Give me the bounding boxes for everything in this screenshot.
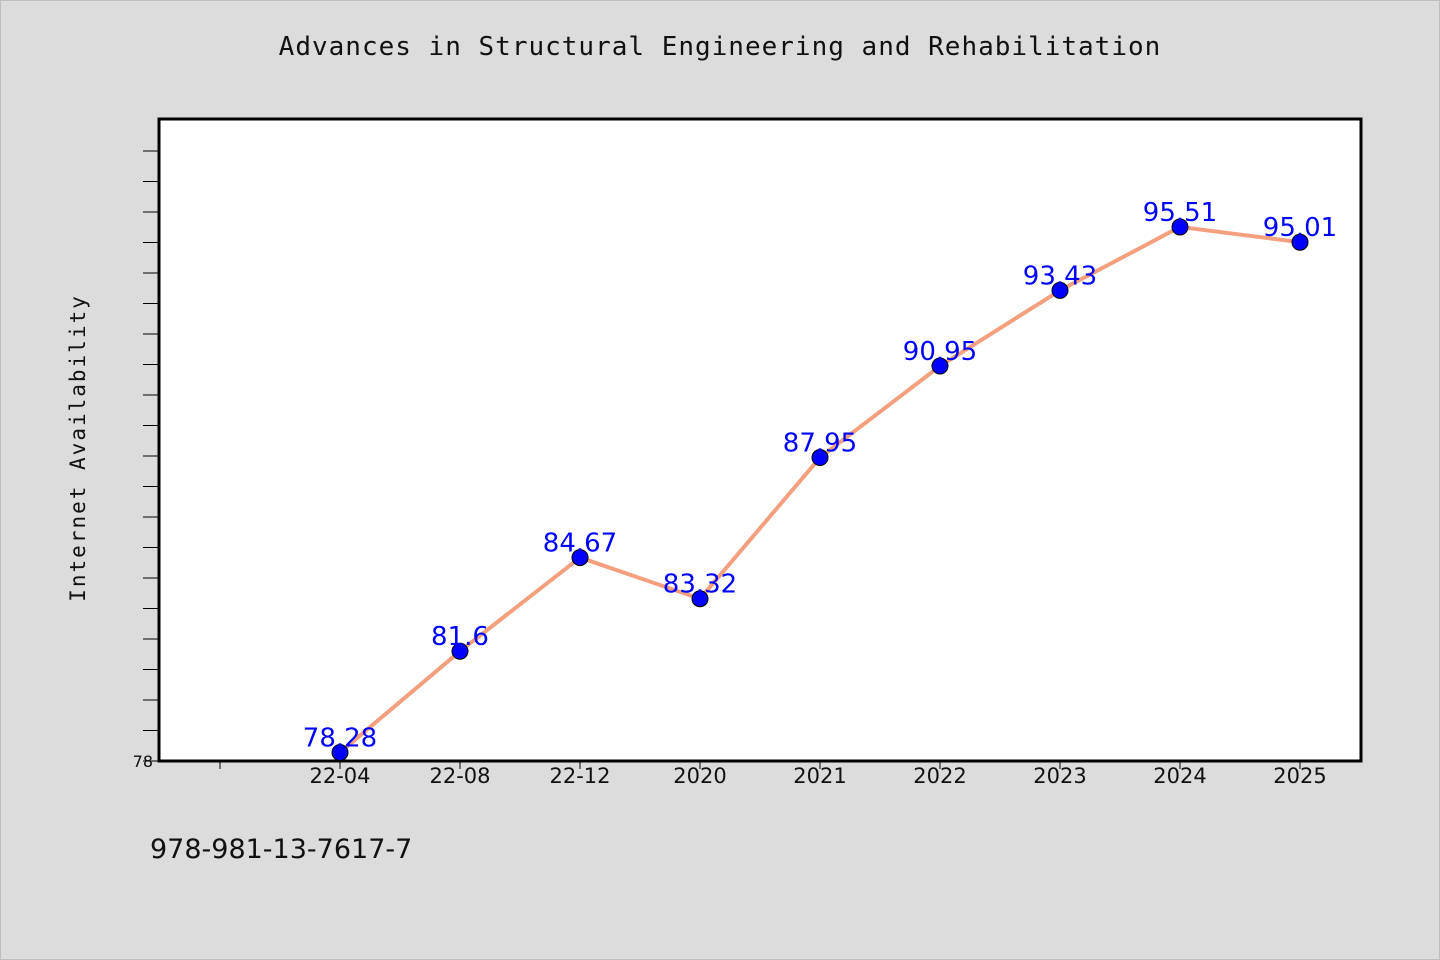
data-point[interactable]: [451, 642, 469, 660]
data-point[interactable]: [691, 590, 709, 608]
isbn-text: 978-981-13-7617-7: [150, 834, 413, 865]
data-label: 93.43: [1023, 261, 1097, 291]
x-tick-label: 2025: [1273, 764, 1326, 788]
data-label: 83.32: [663, 570, 737, 600]
x-tick-label: 22-08: [429, 764, 490, 788]
x-tick-label: 2020: [673, 764, 726, 788]
y-axis-ticks: 78: [133, 150, 159, 771]
data-label: 81.6: [431, 622, 489, 652]
x-axis-ticks: 22-04 22-08 22-12 2020 2021 2022 2023 2024 2025: [219, 761, 1327, 788]
x-tick-label: 2024: [1153, 764, 1206, 788]
x-tick-label: 22-12: [549, 764, 610, 788]
data-point[interactable]: [811, 449, 829, 467]
data-label: 95.01: [1263, 213, 1337, 243]
x-tick-label: 2021: [793, 764, 846, 788]
chart-title: Advances in Structural Engineering and R…: [278, 32, 1162, 62]
data-point[interactable]: [931, 357, 949, 375]
data-label: 90.95: [903, 337, 977, 367]
x-tick-label: 2023: [1033, 764, 1086, 788]
data-point[interactable]: [1171, 218, 1189, 236]
data-point[interactable]: [1291, 233, 1309, 251]
series-layer: 78.28 81.6 84.67 83.32 87.95 90.95 93.43 95.51 9…: [303, 198, 1337, 761]
data-label: 78.28: [303, 723, 377, 753]
data-point[interactable]: [571, 549, 589, 567]
x-tick-label: 22-04: [309, 764, 370, 788]
data-label: 95.51: [1143, 198, 1217, 228]
data-label: 87.95: [783, 429, 857, 459]
plot-area: [157, 117, 1363, 763]
data-point[interactable]: [331, 743, 349, 761]
data-point[interactable]: [1051, 281, 1069, 299]
y-tick-label: 78: [133, 752, 153, 771]
data-label: 84.67: [543, 529, 617, 559]
x-tick-label: 2022: [913, 764, 966, 788]
